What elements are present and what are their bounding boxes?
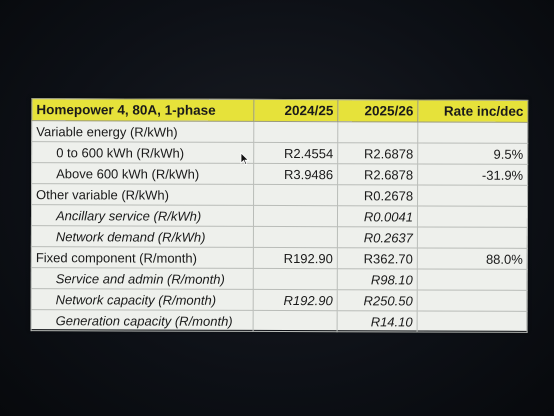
cell-2024-25[interactable]: R3.9486 (253, 163, 338, 185)
cell-rate[interactable]: 88.0% (417, 247, 528, 270)
table-row: Variable energy (R/kWh) (31, 120, 528, 144)
cell-2025-26[interactable]: R0.2637 (337, 226, 418, 248)
row-label[interactable]: Network demand (R/kWh) (31, 225, 254, 248)
header-cell-2025-26[interactable]: 2025/26 (337, 99, 418, 122)
cell-rate[interactable]: 9.5% (417, 142, 528, 165)
table-row: Network demand (R/kWh) R0.2637 (31, 225, 528, 249)
table-row: 0 to 600 kWh (R/kWh) R2.4554 R2.6878 9.5… (31, 141, 528, 165)
table-row: Network capacity (R/month) R192.90 R250.… (31, 288, 528, 312)
cell-rate[interactable] (417, 289, 528, 312)
row-label[interactable]: 0 to 600 kWh (R/kWh) (31, 141, 254, 164)
table-row: Fixed component (R/month) R192.90 R362.7… (31, 246, 528, 270)
header-cell-2024-25[interactable]: 2024/25 (253, 99, 338, 122)
mouse-pointer-icon (240, 152, 250, 166)
row-label[interactable]: Fixed component (R/month) (31, 246, 254, 269)
cell-2024-25[interactable] (253, 226, 338, 248)
row-label[interactable]: Other variable (R/kWh) (31, 183, 254, 206)
cell-2024-25[interactable] (253, 205, 338, 227)
cell-rate[interactable]: -31.9% (417, 163, 528, 186)
cell-2025-26[interactable]: R0.0041 (337, 205, 418, 227)
table-row: Above 600 kWh (R/kWh) R3.9486 R2.6878 -3… (31, 162, 528, 186)
cell-rate[interactable] (417, 121, 528, 144)
cell-2025-26[interactable] (337, 121, 418, 143)
cell-2025-26[interactable]: R0.2678 (337, 184, 418, 206)
row-label[interactable]: Network capacity (R/month) (31, 288, 254, 311)
cell-2025-26[interactable]: R98.10 (337, 268, 418, 290)
row-label[interactable]: Variable energy (R/kWh) (31, 120, 254, 143)
table-row: Service and admin (R/month) R98.10 (31, 267, 528, 291)
cell-2025-26[interactable]: R250.50 (337, 289, 418, 311)
cell-rate[interactable] (417, 184, 528, 207)
cell-2025-26[interactable]: R14.10 (337, 310, 418, 332)
header-cell-rate[interactable]: Rate inc/dec (417, 99, 528, 123)
cell-2024-25[interactable] (253, 184, 338, 206)
spreadsheet: Homepower 4, 80A, 1-phase 2024/25 2025/2… (30, 98, 529, 333)
cell-rate[interactable] (417, 205, 528, 228)
cell-2025-26[interactable]: R2.6878 (337, 142, 418, 164)
cell-2025-26[interactable]: R362.70 (337, 247, 418, 269)
row-label[interactable]: Ancillary service (R/kWh) (31, 204, 254, 227)
row-label[interactable]: Generation capacity (R/month) (31, 309, 254, 332)
table-row: Generation capacity (R/month) R14.10 (31, 309, 528, 333)
header-row: Homepower 4, 80A, 1-phase 2024/25 2025/2… (31, 98, 528, 123)
table-row: Ancillary service (R/kWh) R0.0041 (31, 204, 528, 228)
cell-rate[interactable] (417, 310, 528, 333)
cell-2024-25[interactable]: R2.4554 (253, 142, 338, 164)
cell-2024-25[interactable]: R192.90 (253, 247, 338, 269)
cell-2024-25[interactable] (253, 121, 338, 143)
cell-2025-26[interactable]: R2.6878 (337, 163, 418, 185)
cell-2024-25[interactable] (253, 310, 338, 332)
tariff-table: Homepower 4, 80A, 1-phase 2024/25 2025/2… (31, 98, 529, 333)
cell-2024-25[interactable] (253, 268, 338, 290)
cell-2024-25[interactable]: R192.90 (253, 289, 338, 311)
cell-rate[interactable] (417, 226, 528, 249)
cell-rate[interactable] (417, 268, 528, 291)
header-cell-tariff[interactable]: Homepower 4, 80A, 1-phase (31, 98, 254, 122)
row-label[interactable]: Service and admin (R/month) (31, 267, 254, 290)
row-label[interactable]: Above 600 kWh (R/kWh) (31, 162, 254, 185)
table-row: Other variable (R/kWh) R0.2678 (31, 183, 528, 207)
